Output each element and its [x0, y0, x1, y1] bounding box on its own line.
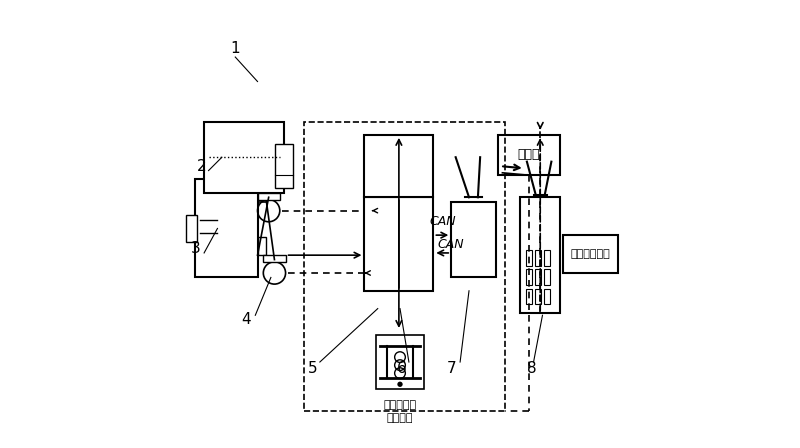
Bar — [186, 215, 198, 242]
Bar — [364, 197, 434, 291]
Bar — [544, 269, 550, 285]
Text: 4: 4 — [242, 312, 251, 327]
Bar — [526, 289, 532, 304]
Bar — [520, 197, 560, 313]
Text: 8: 8 — [526, 361, 536, 376]
Bar — [544, 250, 550, 266]
Text: 2: 2 — [197, 159, 206, 174]
Text: 6: 6 — [398, 361, 407, 376]
Bar — [258, 193, 280, 199]
Text: 发送锁机命令: 发送锁机命令 — [570, 249, 610, 259]
Bar — [498, 135, 560, 175]
Bar — [375, 335, 425, 389]
Bar — [304, 121, 505, 411]
Bar — [235, 164, 244, 180]
Text: 报警图标: 报警图标 — [386, 413, 414, 423]
Circle shape — [398, 382, 402, 387]
Text: 使用者: 使用者 — [518, 148, 540, 161]
Bar — [195, 180, 258, 277]
Bar — [364, 135, 434, 197]
Text: CAN: CAN — [429, 215, 456, 228]
Text: 7: 7 — [446, 361, 456, 376]
Text: 1: 1 — [230, 41, 240, 56]
Bar — [222, 164, 231, 180]
Bar — [535, 250, 541, 266]
Bar — [526, 269, 532, 285]
Text: 3: 3 — [190, 241, 200, 256]
Bar — [275, 144, 293, 188]
Bar — [544, 289, 550, 304]
Bar — [258, 237, 266, 255]
Bar — [562, 235, 618, 273]
Bar — [451, 202, 496, 277]
Text: 燃油堆堵塞: 燃油堆堵塞 — [383, 400, 417, 410]
Bar — [535, 269, 541, 285]
Bar — [526, 250, 532, 266]
Bar — [204, 121, 284, 193]
Text: CAN: CAN — [438, 237, 465, 250]
Bar — [535, 289, 541, 304]
Text: 5: 5 — [308, 361, 318, 376]
Bar — [263, 255, 286, 262]
